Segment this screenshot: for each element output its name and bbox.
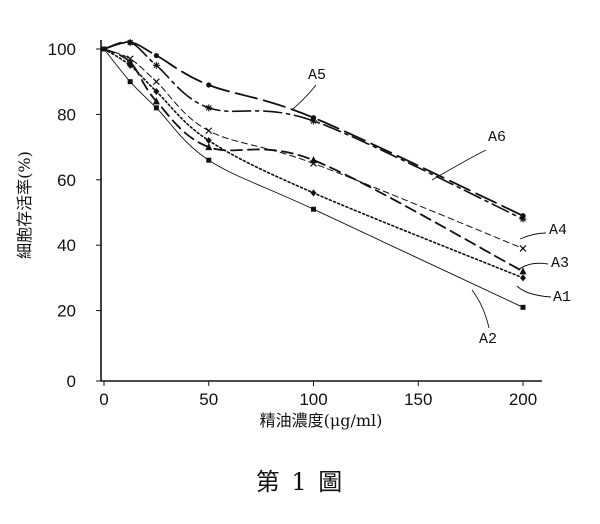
data-point-a1: [205, 137, 212, 145]
data-point-a3: [519, 267, 527, 275]
data-point-a4: [310, 160, 317, 167]
data-point-origin: [101, 46, 107, 52]
x-tick-label: 0: [99, 390, 108, 409]
series-a1: [103, 48, 526, 282]
data-point-a1: [520, 274, 526, 282]
leader-line-a1: [516, 285, 552, 298]
series-labels: A1 A2 A3 A4 A5 A6: [291, 67, 571, 348]
series-group: [101, 38, 527, 310]
x-tick-label: 200: [509, 390, 537, 409]
data-point-a2: [127, 79, 133, 85]
leader-line-a2: [471, 289, 490, 329]
data-point-a2: [520, 304, 526, 310]
x-axis-title: 精油濃度(μg/ml): [260, 411, 383, 430]
y-tick-label: 20: [57, 302, 76, 321]
series-a5: [103, 38, 527, 223]
data-point-a3: [152, 97, 160, 105]
data-point-a6: [153, 52, 159, 59]
series-a2: [103, 48, 526, 310]
data-point-a2: [311, 206, 316, 212]
data-point-a5: [152, 61, 160, 69]
series-label-a6: A6: [488, 129, 506, 146]
series-label-a5: A5: [308, 67, 326, 84]
data-point-a3: [126, 58, 134, 66]
y-tick-label: 100: [48, 40, 76, 59]
axis-lines: [100, 40, 542, 382]
data-point-a4: [126, 55, 134, 63]
data-point-a1: [153, 88, 160, 96]
y-tick-label: 0: [67, 372, 76, 391]
data-point-a5: [519, 215, 527, 223]
x-tick-label: 150: [404, 390, 432, 409]
x-tick-label: 50: [199, 390, 218, 409]
data-point-a5: [310, 117, 317, 125]
leader-line-a6: [431, 149, 487, 181]
series-label-a3: A3: [551, 255, 569, 272]
data-point-a2: [206, 157, 212, 163]
data-point-a6: [127, 39, 133, 46]
series-label-a1: A1: [553, 289, 571, 306]
x-tick-label: 100: [299, 390, 327, 409]
y-tick-label: 40: [57, 236, 76, 255]
leader-line-a4: [519, 232, 547, 240]
y-axis-title: 細胞存活率(%): [15, 151, 34, 259]
y-tick-label: 80: [57, 105, 76, 124]
data-point-a4: [152, 78, 160, 86]
leader-line-a3: [517, 262, 549, 271]
data-point-a2: [153, 105, 159, 111]
y-tick-label: 60: [57, 171, 76, 190]
leader-line-a5: [291, 84, 317, 111]
series-a4: [103, 48, 527, 252]
figure-caption: 第 1 圖: [255, 468, 345, 496]
data-point-a5: [205, 104, 213, 112]
series-a6: [103, 39, 526, 219]
data-point-a4: [205, 127, 213, 135]
data-point-a3: [205, 143, 213, 151]
data-point-a1: [310, 189, 317, 197]
series-label-a2: A2: [479, 331, 497, 348]
series-label-a4: A4: [549, 222, 567, 239]
data-point-a6: [206, 82, 212, 88]
data-point-a6: [520, 213, 526, 219]
data-point-a4: [519, 245, 527, 252]
axis-ticks: 0 50 100 150 200 0 20 40 60 80 100: [48, 40, 538, 409]
data-point-a6: [310, 115, 317, 121]
